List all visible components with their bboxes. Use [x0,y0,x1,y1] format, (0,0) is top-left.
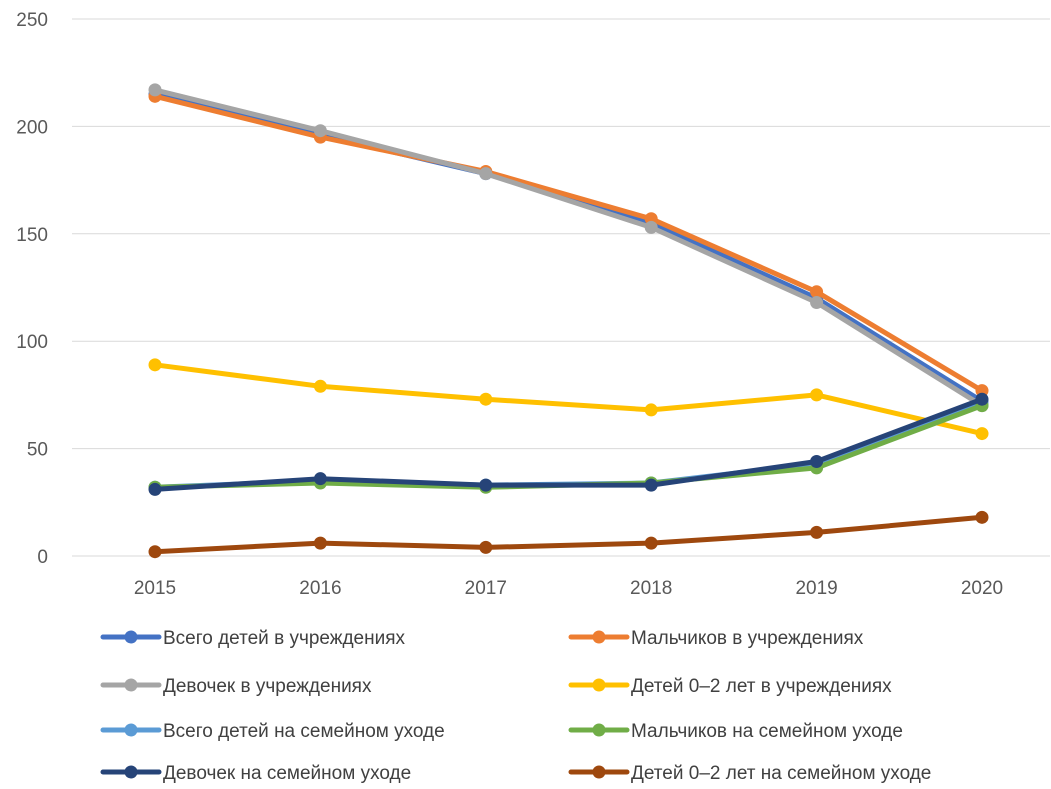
data-point [810,454,824,468]
gridlines [72,18,1050,557]
data-point [148,545,162,559]
data-point [810,388,824,402]
data-point [810,525,824,539]
series-3 [148,358,989,441]
y-tick-label: 150 [16,225,48,246]
legend: Всего детей в учреждениях Мальчиков в учр… [100,628,931,784]
series-line [152,91,985,404]
data-point [810,296,824,310]
legend-swatch-marker [124,723,138,737]
legend-item: Мальчиков на семейном уходе [568,721,903,742]
data-point [313,472,327,486]
data-point [148,83,162,97]
legend-item: Девочек на семейном уходе [100,763,411,784]
series-lines [148,83,989,559]
legend-item: Девочек в учреждениях [100,676,372,697]
series-line [152,87,985,409]
series-2 [148,83,989,413]
legend-swatch-marker [592,765,606,779]
legend-label: Мальчиков на семейном уходе [631,721,903,742]
x-axis-tick-labels: 2015 2016 2017 2018 2019 2020 [134,578,1003,599]
legend-item: Детей 0–2 лет на семейном уходе [568,763,931,784]
x-tick-label: 2020 [961,578,1003,599]
series-line [152,396,985,492]
data-point [148,358,162,372]
series-6 [148,392,989,496]
legend-label: Всего детей в учреждениях [163,628,406,649]
y-tick-label: 100 [16,332,48,353]
data-point [479,478,493,492]
legend-swatch-marker [124,765,138,779]
y-axis-tick-labels: 0 50 100 150 200 250 [16,10,48,568]
series-line [152,514,985,555]
data-point [148,482,162,496]
legend-item: Детей 0–2 лет в учреждениях [568,676,892,697]
legend-swatch-marker [592,630,606,644]
data-point [479,167,493,181]
data-point [644,536,658,550]
data-point [810,285,824,299]
series-7 [148,510,989,559]
data-point [313,536,327,550]
series-0 [148,87,989,408]
data-point [479,540,493,554]
series-line [152,362,985,437]
data-point [975,427,989,441]
series-line [152,93,985,394]
legend-swatch-marker [124,678,138,692]
legend-swatch-marker [592,723,606,737]
data-point [975,510,989,524]
x-tick-label: 2016 [299,578,341,599]
legend-label: Детей 0–2 лет в учреждениях [631,676,892,697]
data-point [644,403,658,417]
legend-item: Всего детей в учреждениях [100,628,406,649]
data-point [479,392,493,406]
legend-label: Девочек на семейном уходе [163,763,411,784]
legend-label: Мальчиков в учреждениях [631,628,864,649]
legend-label: Детей 0–2 лет на семейном уходе [631,763,931,784]
legend-item: Мальчиков в учреждениях [568,628,864,649]
x-tick-label: 2015 [134,578,176,599]
data-point [644,478,658,492]
legend-swatch-marker [124,630,138,644]
y-tick-label: 200 [16,117,48,138]
y-tick-label: 50 [27,440,48,461]
x-tick-label: 2017 [465,578,507,599]
data-point [644,220,658,234]
y-tick-label: 250 [16,10,48,31]
data-point [313,379,327,393]
x-tick-label: 2018 [630,578,672,599]
data-point [975,392,989,406]
series-1 [148,89,989,398]
legend-label: Девочек в учреждениях [163,676,372,697]
data-point [313,124,327,138]
legend-swatch-marker [592,678,606,692]
legend-label: Всего детей на семейном уходе [163,721,445,742]
x-tick-label: 2019 [795,578,837,599]
y-tick-label: 0 [37,547,48,568]
legend-item: Всего детей на семейном уходе [100,721,445,742]
